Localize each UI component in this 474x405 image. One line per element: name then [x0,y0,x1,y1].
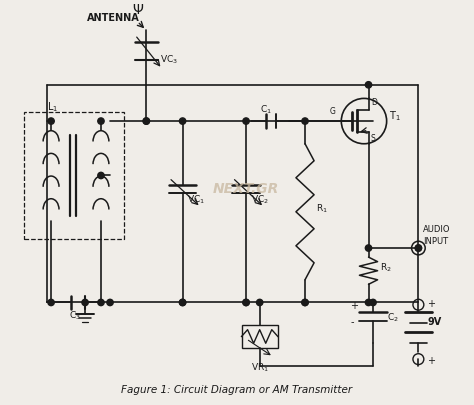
Circle shape [98,299,104,306]
Text: NEXT.GR: NEXT.GR [213,182,279,196]
Text: VC$_3$: VC$_3$ [160,53,178,66]
Text: 9V: 9V [428,317,442,327]
Text: INPUT: INPUT [423,237,448,246]
Circle shape [243,118,249,124]
Text: C$_3$: C$_3$ [69,309,81,322]
Circle shape [370,299,376,306]
Circle shape [98,118,104,124]
Circle shape [143,118,149,124]
Circle shape [48,299,54,306]
Text: R$_1$: R$_1$ [316,203,328,215]
Circle shape [256,299,263,306]
Circle shape [365,82,372,88]
Circle shape [98,172,104,179]
Text: AUDIO: AUDIO [423,226,450,234]
Circle shape [302,299,308,306]
Circle shape [143,118,149,124]
Circle shape [48,118,54,124]
Text: T$_1$: T$_1$ [389,109,401,123]
Text: -: - [350,317,354,327]
Circle shape [415,245,421,251]
Circle shape [302,118,308,124]
Circle shape [243,299,249,306]
Text: +: + [428,356,436,366]
Circle shape [180,118,186,124]
Circle shape [415,245,421,251]
Text: C$_2$: C$_2$ [387,311,399,324]
Text: S: S [371,134,375,143]
Circle shape [107,299,113,306]
Text: +: + [350,301,358,311]
Text: +: + [428,299,436,309]
Text: G: G [330,107,336,116]
Circle shape [82,299,88,306]
Text: L$_1$: L$_1$ [46,100,58,113]
Circle shape [180,299,186,306]
Text: ANTENNA: ANTENNA [87,13,140,23]
Text: C$_1$: C$_1$ [260,103,272,115]
Text: Fagure 1: Circuit Diagram or AM Transmitter: Fagure 1: Circuit Diagram or AM Transmit… [121,386,353,395]
Circle shape [180,299,186,306]
Text: VC$_1$: VC$_1$ [187,194,205,206]
Circle shape [302,299,308,306]
Text: D: D [371,98,377,107]
Circle shape [243,299,249,306]
Text: VR$_1$: VR$_1$ [251,362,269,374]
Text: R$_2$: R$_2$ [380,262,392,274]
Text: Ψ: Ψ [132,3,143,17]
Circle shape [365,299,372,306]
Circle shape [365,245,372,251]
Text: VC$_2$: VC$_2$ [251,194,269,206]
